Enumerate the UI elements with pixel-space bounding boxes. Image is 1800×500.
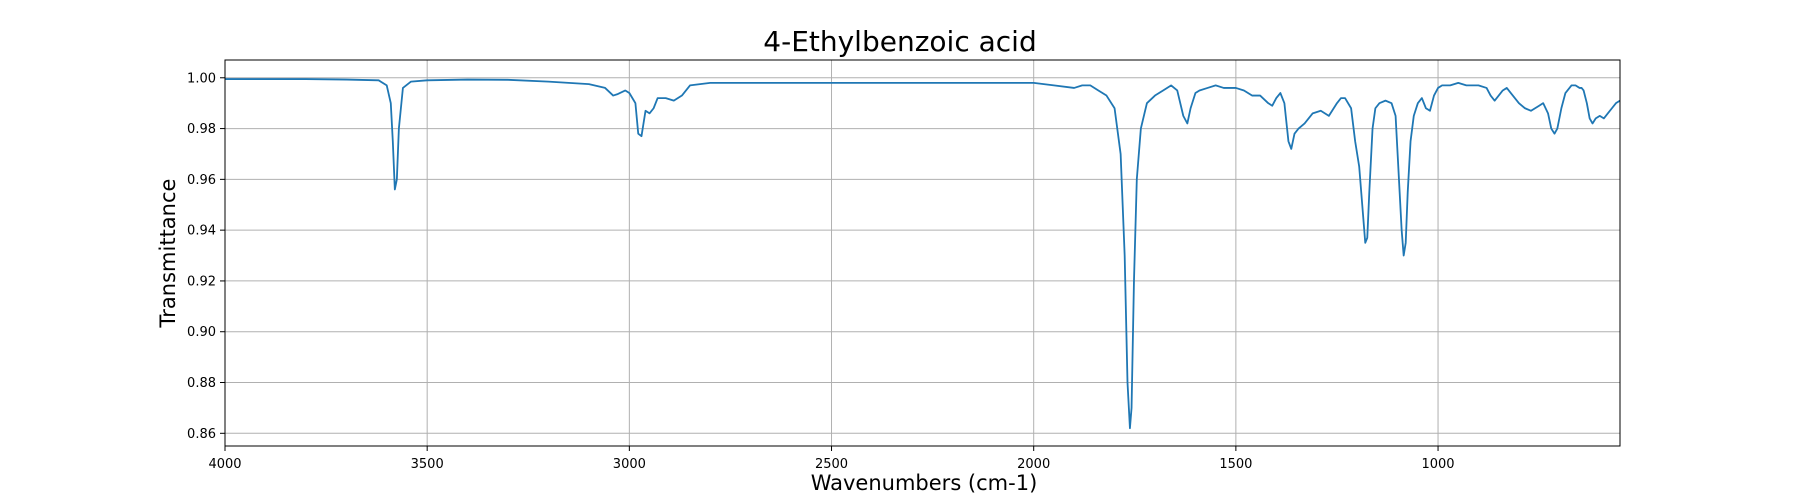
- chart-title: 4-Ethylbenzoic acid: [763, 25, 1036, 58]
- y-tick-label: 0.96: [187, 173, 216, 188]
- y-tick-label: 0.86: [187, 427, 216, 442]
- x-tick-label: 4000: [208, 457, 241, 472]
- plot-frame: [224, 59, 1621, 447]
- x-axis-label: Wavenumbers (cm-1): [811, 471, 1038, 495]
- grid-lines: [224, 60, 1620, 446]
- y-axis-label: Transmittance: [156, 179, 180, 329]
- spectrum-line: [225, 78, 1621, 430]
- x-tick-label: 1000: [1421, 457, 1454, 472]
- x-tick-label: 2500: [815, 457, 848, 472]
- y-tick-label: 0.98: [187, 122, 216, 137]
- x-tick-label: 3000: [613, 457, 646, 472]
- axis-ticks: 4000 3500 3000 2500 2000 1500 1000 0.86 0.88 0.90…: [187, 71, 1455, 472]
- y-tick-label: 0.92: [187, 274, 216, 289]
- y-tick-label: 0.88: [187, 376, 216, 391]
- y-tick-label: 0.90: [187, 325, 216, 340]
- y-tick-label: 1.00: [187, 71, 216, 86]
- x-tick-label: 3500: [411, 457, 444, 472]
- y-tick-label: 0.94: [187, 224, 216, 239]
- x-tick-label: 2000: [1017, 457, 1050, 472]
- x-tick-label: 1500: [1219, 457, 1252, 472]
